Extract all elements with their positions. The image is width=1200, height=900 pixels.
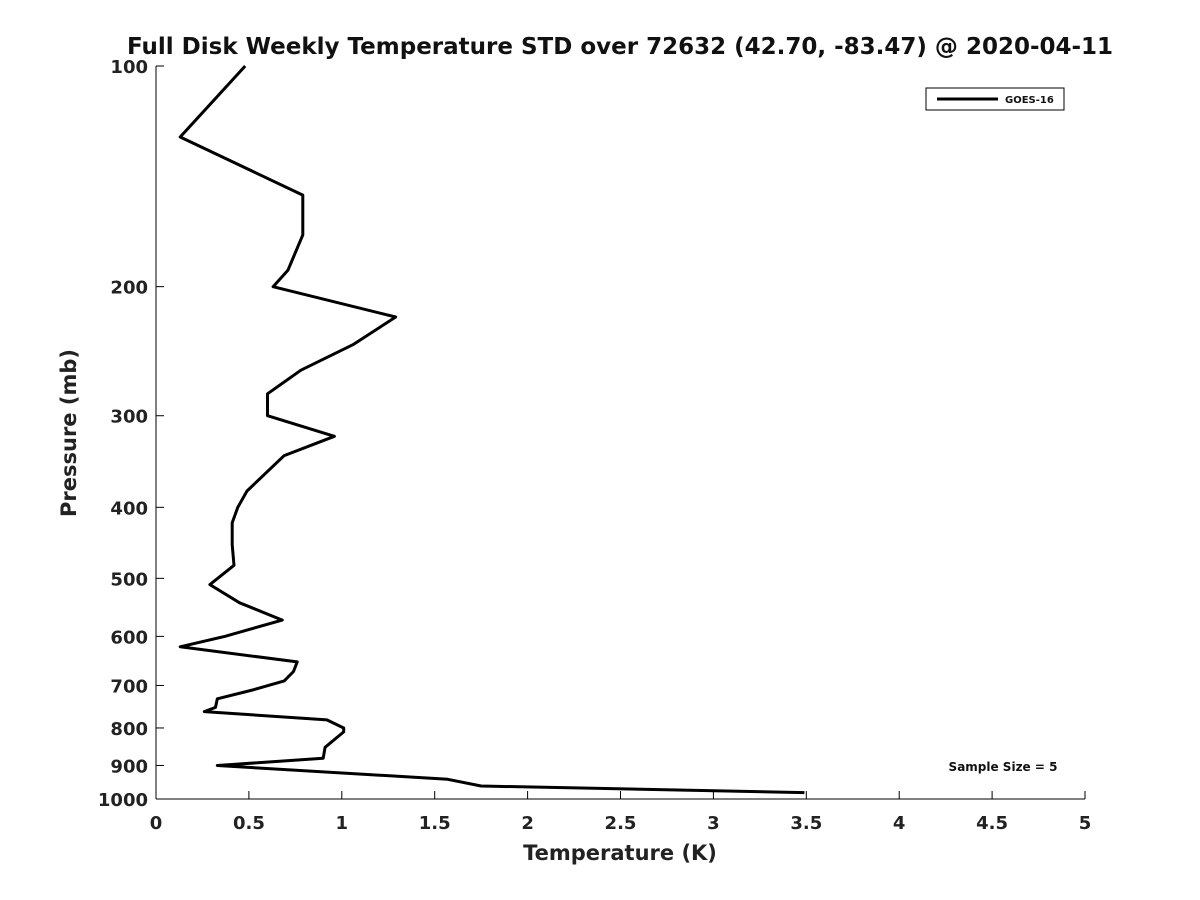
x-tick-label: 2.5 <box>605 813 637 834</box>
y-tick-label: 1000 <box>98 790 148 811</box>
y-tick-label: 300 <box>110 407 148 428</box>
y-axis-ticks: 100 200 300 400 500 600 700 800 900 1000 <box>98 57 164 811</box>
y-tick-label: 900 <box>110 756 148 777</box>
plot-axes <box>155 66 1085 800</box>
x-tick-label: 2 <box>521 813 534 834</box>
x-tick-label: 5 <box>1079 813 1092 834</box>
chart-title: Full Disk Weekly Temperature STD over 72… <box>127 34 1113 60</box>
x-tick-label: 1 <box>336 813 349 834</box>
x-axis-ticks: 0 0.5 1 1.5 2 2.5 3 3.5 4 4.5 5 <box>150 791 1092 834</box>
x-tick-label: 4 <box>893 813 906 834</box>
sample-size-annotation: Sample Size = 5 <box>949 760 1058 774</box>
y-tick-label: 400 <box>110 498 148 519</box>
x-tick-label: 3.5 <box>790 813 822 834</box>
y-tick-label: 700 <box>110 676 148 697</box>
series-layer <box>178 64 805 795</box>
y-tick-label: 200 <box>110 278 148 299</box>
y-tick-label: 500 <box>110 569 148 590</box>
y-tick-label: 800 <box>110 719 148 740</box>
x-tick-label: 0.5 <box>233 813 265 834</box>
y-tick-label: 100 <box>110 57 148 78</box>
x-tick-label: 0 <box>150 813 163 834</box>
x-axis-label: Temperature (K) <box>523 841 717 865</box>
legend: GOES-16 <box>925 87 1065 111</box>
series-line-goes-16 <box>178 64 805 795</box>
y-axis-label: Pressure (mb) <box>57 349 81 517</box>
x-tick-label: 4.5 <box>976 813 1008 834</box>
x-tick-label: 1.5 <box>419 813 451 834</box>
legend-entry-goes-16: GOES-16 <box>1005 95 1054 106</box>
x-tick-label: 3 <box>707 813 720 834</box>
y-tick-label: 600 <box>110 627 148 648</box>
